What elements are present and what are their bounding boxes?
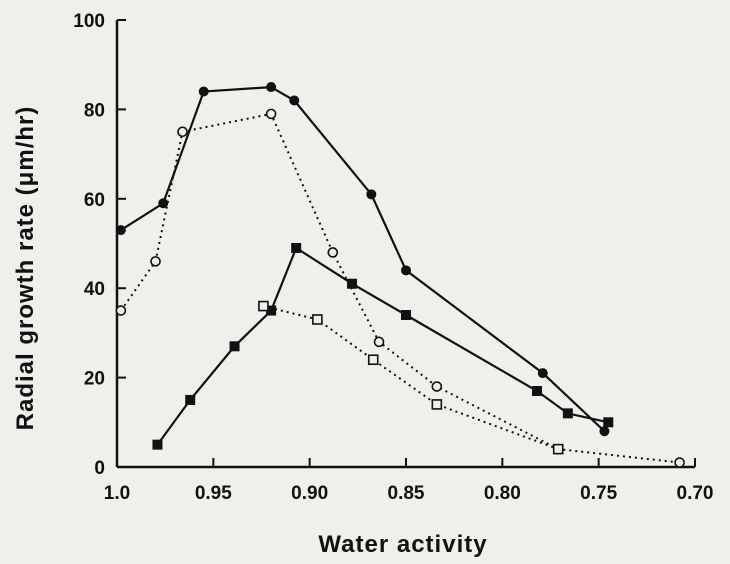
x-tick-label: 0.85 — [388, 483, 425, 504]
ticks: 1.0 0.95 0.90 0.85 0.80 0.75 0.70 0 20 40 60 80 100 — [73, 11, 713, 504]
data-point — [266, 82, 277, 93]
data-point — [599, 426, 610, 437]
data-point — [177, 126, 188, 138]
x-axis-title: Water activity — [318, 531, 487, 558]
data-point — [431, 381, 443, 392]
data-point — [312, 314, 323, 325]
data-point — [115, 305, 127, 316]
data-point — [347, 278, 358, 289]
y-tick-label: 20 — [84, 369, 105, 390]
series-layer — [115, 82, 685, 468]
data-point — [532, 386, 543, 397]
series-4 — [258, 300, 564, 455]
data-point — [265, 108, 277, 120]
data-point — [401, 265, 411, 276]
series-line — [156, 246, 609, 446]
data-point — [152, 439, 163, 450]
y-tick-label: 40 — [84, 279, 105, 300]
data-point — [552, 443, 564, 455]
data-point — [198, 86, 209, 97]
y-axis-title: Radial growth rate (μm/hr) — [12, 106, 39, 431]
data-point — [185, 394, 196, 405]
x-tick-label: 0.80 — [484, 483, 521, 504]
x-tick-label: 0.90 — [291, 483, 328, 504]
x-tick-label: 0.95 — [195, 483, 232, 504]
data-point — [373, 336, 385, 348]
data-point — [431, 399, 443, 410]
data-point — [229, 341, 240, 352]
data-point — [367, 354, 379, 366]
x-tick-label: 1.0 — [104, 483, 130, 504]
x-tick-label: 0.75 — [580, 483, 617, 504]
data-point — [401, 310, 411, 321]
data-point — [327, 247, 339, 258]
data-point — [674, 457, 685, 468]
series-line — [263, 305, 559, 451]
data-point — [603, 417, 614, 428]
data-point — [562, 408, 573, 419]
y-tick-label: 100 — [73, 11, 105, 32]
data-point — [289, 95, 300, 106]
data-point — [537, 368, 548, 379]
y-tick-label: 0 — [94, 458, 105, 479]
series-3 — [152, 242, 614, 450]
data-point — [115, 225, 126, 236]
series-line — [120, 85, 606, 433]
data-point — [150, 256, 161, 267]
series-line — [120, 112, 680, 464]
y-tick-label: 60 — [84, 190, 105, 211]
data-point — [158, 198, 169, 209]
series-1 — [115, 82, 610, 437]
data-point — [366, 189, 377, 200]
x-tick-label: 0.70 — [677, 483, 714, 504]
data-point — [291, 242, 302, 253]
data-point — [258, 300, 269, 312]
series-2 — [115, 108, 685, 468]
data-point — [266, 305, 277, 316]
y-tick-label: 80 — [84, 100, 105, 121]
